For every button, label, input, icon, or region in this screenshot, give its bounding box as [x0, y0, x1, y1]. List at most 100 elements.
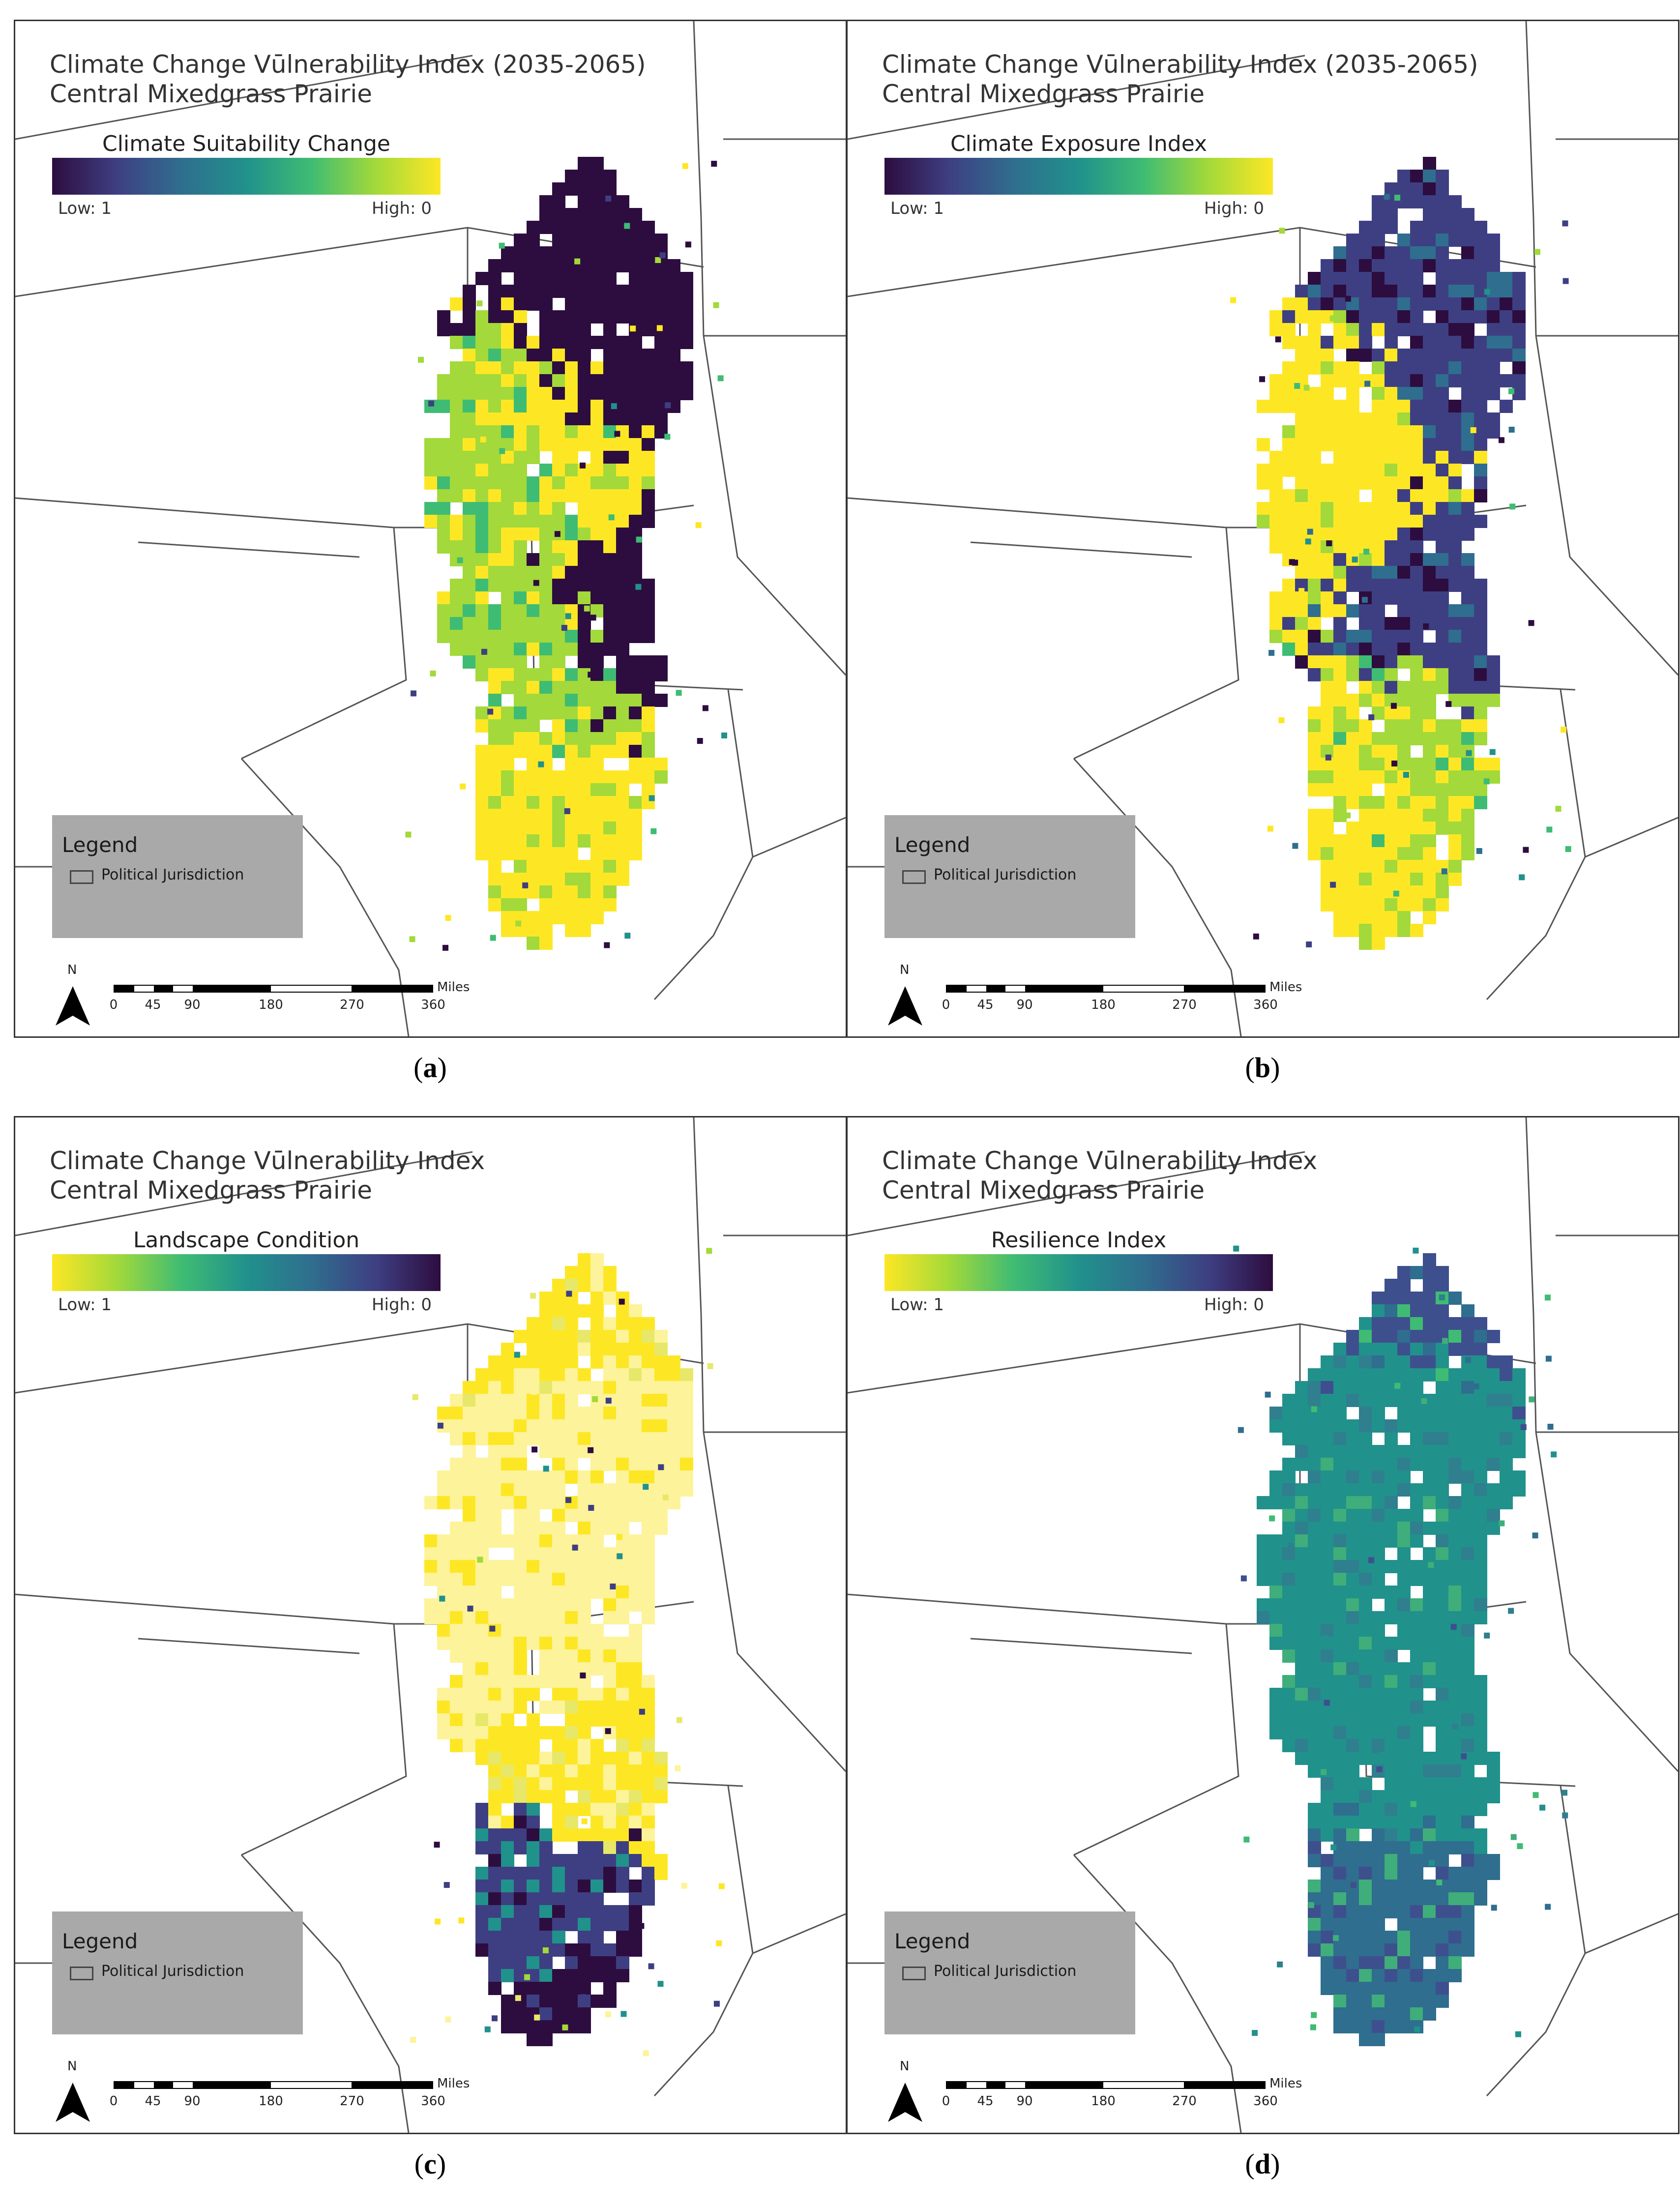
raster-cell: [1372, 1816, 1385, 1829]
raster-cell: [514, 1803, 527, 1816]
raster-cell: [539, 259, 553, 272]
raster-cell: [590, 758, 604, 771]
raster-cell: [463, 1675, 476, 1688]
raster-cell: [1487, 668, 1500, 681]
raster-cell: [1308, 579, 1321, 592]
raster-cell: [552, 885, 565, 899]
raster-cell: [590, 1931, 604, 1944]
raster-cell: [1359, 809, 1372, 822]
raster-cell: [1410, 1880, 1423, 1893]
raster-cell: [1333, 1790, 1347, 1803]
raster-cell: [1448, 425, 1462, 439]
map-canvas-b: [848, 21, 1678, 1036]
raster-cell: [654, 1343, 668, 1356]
raster-cell: [1410, 553, 1423, 566]
raster-cell: [642, 1496, 655, 1509]
raster-cell: [1423, 259, 1436, 272]
raster-cell: [654, 655, 668, 669]
raster-cell: [514, 668, 527, 681]
boundary-line: [752, 817, 846, 858]
raster-cell: [539, 898, 553, 911]
raster-cell: [501, 297, 514, 311]
raster-cell: [1372, 1649, 1385, 1663]
raster-cell: [475, 783, 489, 796]
raster-cell: [552, 668, 565, 681]
raster-cell: [1423, 643, 1436, 656]
raster-cell: [590, 438, 604, 451]
raster-cell: [565, 1317, 578, 1330]
raster-cell: [1423, 438, 1436, 451]
raster-cell: [590, 412, 604, 426]
raster-cell: [1359, 2007, 1372, 2021]
raster-cell: [578, 1739, 591, 1752]
raster-cell: [642, 1752, 655, 1765]
raster-cell: [578, 1522, 591, 1535]
raster-cell: [578, 1470, 591, 1484]
raster-cell: [590, 425, 604, 439]
raster-cell: [475, 617, 489, 630]
raster-cell: [565, 361, 578, 375]
raster-cell: [488, 783, 501, 796]
raster-cell: [642, 425, 655, 439]
raster-cell: [1474, 361, 1487, 375]
raster-cell: [1436, 617, 1449, 630]
raster-cell: [603, 310, 617, 323]
raster-cell: [1436, 1534, 1449, 1548]
raster-cell: [1359, 297, 1372, 311]
raster-cell: [539, 540, 553, 554]
raster-cell: [1372, 1343, 1385, 1356]
raster-cell: [629, 732, 642, 745]
raster-cell: [1346, 1458, 1359, 1471]
raster-cell: [1410, 1828, 1423, 1842]
raster-cell: [590, 1432, 604, 1445]
raster-cell: [488, 1419, 501, 1433]
raster-cell: [642, 400, 655, 413]
raster-cell: [1295, 1586, 1308, 1599]
raster-cell: [616, 1828, 629, 1842]
raster-cell: [565, 681, 578, 694]
raster-cell: [1461, 706, 1474, 720]
raster-cell: [1448, 809, 1462, 822]
raster-cell: [539, 655, 553, 669]
raster-cell: [1410, 464, 1423, 477]
raster-cell: [527, 873, 540, 886]
raster-cell: [463, 1470, 476, 1484]
raster-cell: [667, 323, 680, 336]
raster-cell: [1436, 770, 1449, 784]
raster-cell: [603, 898, 617, 911]
raster-cell: [603, 643, 617, 656]
raster-cell: [539, 1394, 553, 1407]
raster-cell: [552, 1419, 565, 1433]
raster-cell: [629, 1355, 642, 1369]
raster-cell: [463, 604, 476, 617]
raster-cell: [1308, 630, 1321, 643]
raster-cell: [488, 1445, 501, 1458]
raster-cell: [488, 860, 501, 873]
raster-cell: [463, 1394, 476, 1407]
raster-cell: [488, 1867, 501, 1880]
raster-cell: [1461, 1419, 1474, 1433]
raster-cell: [603, 1995, 617, 2008]
raster-cell: [1461, 809, 1474, 822]
raster-cell: [501, 259, 514, 272]
raster-cell: [552, 1509, 565, 1522]
raster-cell: [1410, 1598, 1423, 1612]
raster-cell: [463, 1611, 476, 1624]
raster-cell: [514, 1534, 527, 1548]
raster-cell: [1436, 310, 1449, 323]
raster-cell: [488, 1407, 501, 1420]
raster-cell: [1359, 1419, 1372, 1433]
raster-cell: [629, 1381, 642, 1394]
raster-cell: [1448, 604, 1462, 617]
raster-cell: [1269, 1534, 1283, 1548]
raster-speckle: [1279, 228, 1285, 234]
raster-speckle: [581, 1818, 588, 1824]
raster-speckle: [1240, 1575, 1247, 1582]
raster-cell: [603, 259, 617, 272]
raster-speckle: [1393, 890, 1399, 897]
raster-cell: [539, 860, 553, 873]
raster-cell: [565, 1611, 578, 1624]
raster-cell: [1359, 1777, 1372, 1791]
raster-cell: [450, 1675, 463, 1688]
raster-cell: [488, 579, 501, 592]
